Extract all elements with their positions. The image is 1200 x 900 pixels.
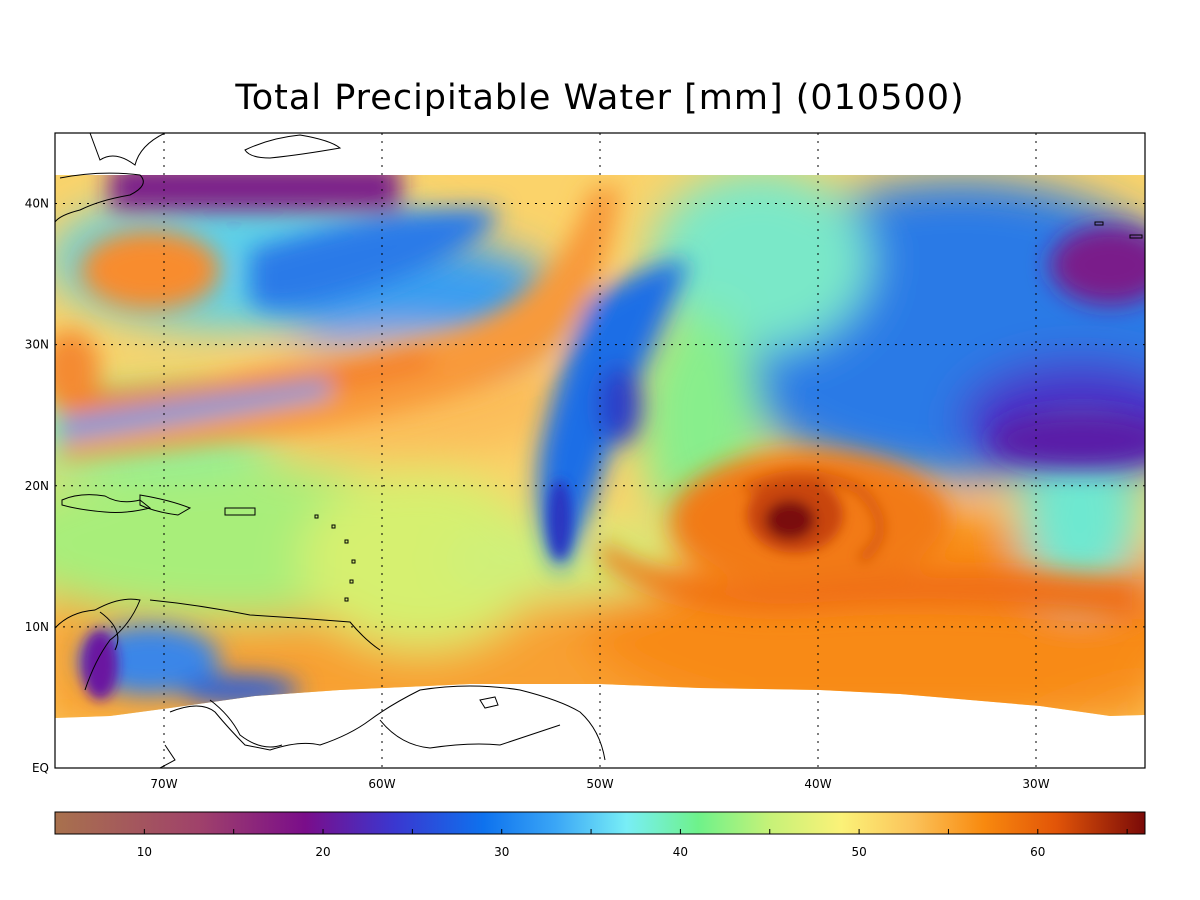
lon-label: 40W (804, 777, 831, 791)
lat-label: EQ (32, 761, 49, 775)
colorbar-tick-label: 30 (494, 845, 509, 859)
map-frame (54, 132, 1146, 769)
colorbar: 10 20 30 40 50 60 (54, 811, 1146, 859)
lat-label: 40N (25, 197, 49, 211)
colorbar-tick-label: 10 (137, 845, 152, 859)
lon-label: 50W (586, 777, 613, 791)
lon-label: 30W (1022, 777, 1049, 791)
colorbar-tick-label: 20 (315, 845, 330, 859)
colorbar-tick-label: 40 (673, 845, 688, 859)
lat-label: 30N (25, 338, 49, 352)
lat-label: 10N (25, 620, 49, 634)
colorbar-tick-label: 60 (1030, 845, 1045, 859)
colorbar-ticks: 10 20 30 40 50 60 (54, 829, 1128, 859)
lat-axis-labels: EQ 10N 20N 30N 40N (25, 197, 49, 775)
map-title: Total Precipitable Water [mm] (010500) (235, 78, 965, 118)
lon-axis-labels: 70W 60W 50W 40W 30W (150, 777, 1049, 791)
graticule (55, 133, 1145, 768)
lat-label: 20N (25, 479, 49, 493)
lon-label: 60W (368, 777, 395, 791)
lon-label: 70W (150, 777, 177, 791)
colorbar-tick-label: 50 (851, 845, 866, 859)
coastlines (55, 133, 1143, 768)
colorbar-bar (54, 811, 1146, 835)
